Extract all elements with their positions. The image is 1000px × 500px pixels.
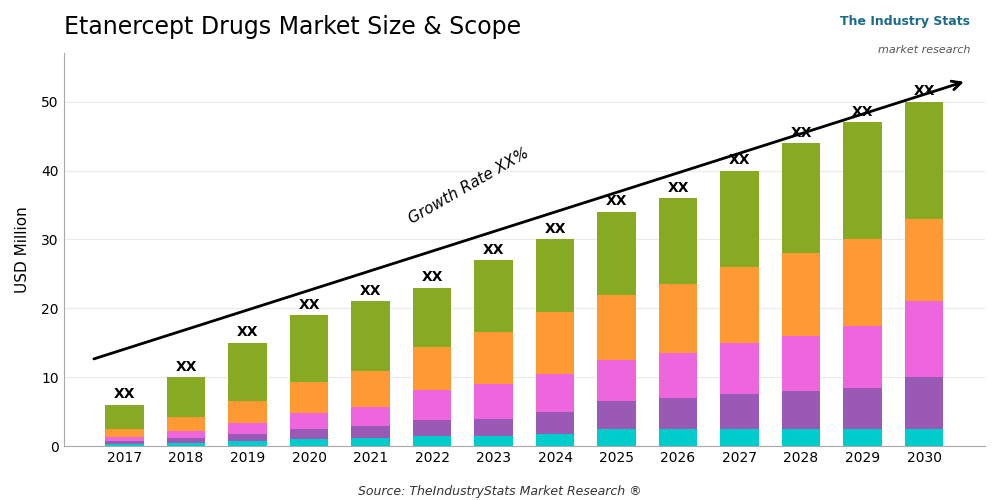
Text: XX: XX bbox=[483, 242, 504, 256]
Bar bbox=[105, 444, 144, 446]
Text: market research: market research bbox=[878, 45, 970, 55]
Bar bbox=[228, 424, 267, 434]
Bar bbox=[474, 436, 513, 446]
Bar bbox=[905, 429, 943, 446]
Bar bbox=[474, 418, 513, 436]
Bar bbox=[720, 267, 759, 343]
Text: XX: XX bbox=[114, 388, 135, 402]
Bar bbox=[843, 122, 882, 240]
Text: XX: XX bbox=[298, 298, 320, 312]
Bar bbox=[413, 390, 451, 420]
Bar bbox=[351, 426, 390, 438]
Bar bbox=[843, 388, 882, 429]
Bar bbox=[474, 332, 513, 384]
Bar bbox=[905, 302, 943, 377]
Bar bbox=[782, 143, 820, 253]
Bar bbox=[290, 382, 328, 412]
Bar bbox=[905, 377, 943, 429]
Bar bbox=[659, 284, 697, 353]
Bar bbox=[105, 442, 144, 444]
Bar bbox=[536, 412, 574, 434]
Bar bbox=[782, 336, 820, 391]
Text: XX: XX bbox=[852, 105, 873, 119]
Bar bbox=[413, 436, 451, 446]
Bar bbox=[290, 412, 328, 430]
Bar bbox=[290, 430, 328, 440]
Text: Source: TheIndustryStats Market Research ®: Source: TheIndustryStats Market Research… bbox=[358, 485, 642, 498]
Bar bbox=[413, 420, 451, 436]
Text: Etanercept Drugs Market Size & Scope: Etanercept Drugs Market Size & Scope bbox=[64, 15, 521, 39]
Bar bbox=[782, 391, 820, 429]
Bar bbox=[720, 429, 759, 446]
Bar bbox=[105, 429, 144, 437]
Bar bbox=[167, 417, 205, 431]
Y-axis label: USD Million: USD Million bbox=[15, 206, 30, 293]
Text: Growth Rate XX%: Growth Rate XX% bbox=[406, 145, 532, 226]
Bar bbox=[905, 219, 943, 302]
Bar bbox=[351, 302, 390, 370]
Bar bbox=[167, 442, 205, 446]
Bar bbox=[474, 260, 513, 332]
Bar bbox=[720, 170, 759, 267]
Bar bbox=[843, 240, 882, 326]
Bar bbox=[413, 288, 451, 347]
Text: XX: XX bbox=[913, 84, 935, 98]
Bar bbox=[782, 253, 820, 336]
FancyArrowPatch shape bbox=[94, 81, 961, 359]
Bar bbox=[351, 438, 390, 446]
Bar bbox=[905, 102, 943, 219]
Text: XX: XX bbox=[175, 360, 197, 374]
Bar bbox=[474, 384, 513, 418]
Bar bbox=[597, 212, 636, 294]
Bar bbox=[720, 343, 759, 394]
Bar bbox=[105, 405, 144, 429]
Bar bbox=[536, 312, 574, 374]
Bar bbox=[351, 406, 390, 426]
Bar bbox=[597, 294, 636, 360]
Bar bbox=[228, 343, 267, 402]
Bar bbox=[228, 402, 267, 423]
Bar bbox=[536, 240, 574, 312]
Text: XX: XX bbox=[360, 284, 381, 298]
Bar bbox=[351, 370, 390, 406]
Bar bbox=[228, 434, 267, 440]
Text: XX: XX bbox=[790, 126, 812, 140]
Bar bbox=[536, 434, 574, 446]
Text: XX: XX bbox=[667, 180, 689, 194]
Bar bbox=[290, 440, 328, 446]
Bar bbox=[536, 374, 574, 412]
Bar bbox=[597, 402, 636, 429]
Text: XX: XX bbox=[729, 153, 750, 167]
Bar bbox=[782, 429, 820, 446]
Bar bbox=[290, 315, 328, 382]
Text: XX: XX bbox=[544, 222, 566, 236]
Bar bbox=[105, 437, 144, 442]
Bar bbox=[167, 438, 205, 442]
Text: XX: XX bbox=[237, 326, 258, 340]
Bar bbox=[413, 347, 451, 390]
Bar bbox=[843, 429, 882, 446]
Bar bbox=[843, 326, 882, 388]
Bar bbox=[167, 431, 205, 438]
Bar bbox=[597, 360, 636, 402]
Bar bbox=[167, 377, 205, 417]
Bar bbox=[720, 394, 759, 429]
Bar bbox=[659, 353, 697, 398]
Bar bbox=[659, 429, 697, 446]
Text: The Industry Stats: The Industry Stats bbox=[840, 15, 970, 28]
Bar bbox=[659, 398, 697, 429]
Bar bbox=[228, 440, 267, 446]
Bar bbox=[597, 429, 636, 446]
Text: XX: XX bbox=[421, 270, 443, 284]
Text: XX: XX bbox=[606, 194, 627, 208]
Bar bbox=[659, 198, 697, 284]
